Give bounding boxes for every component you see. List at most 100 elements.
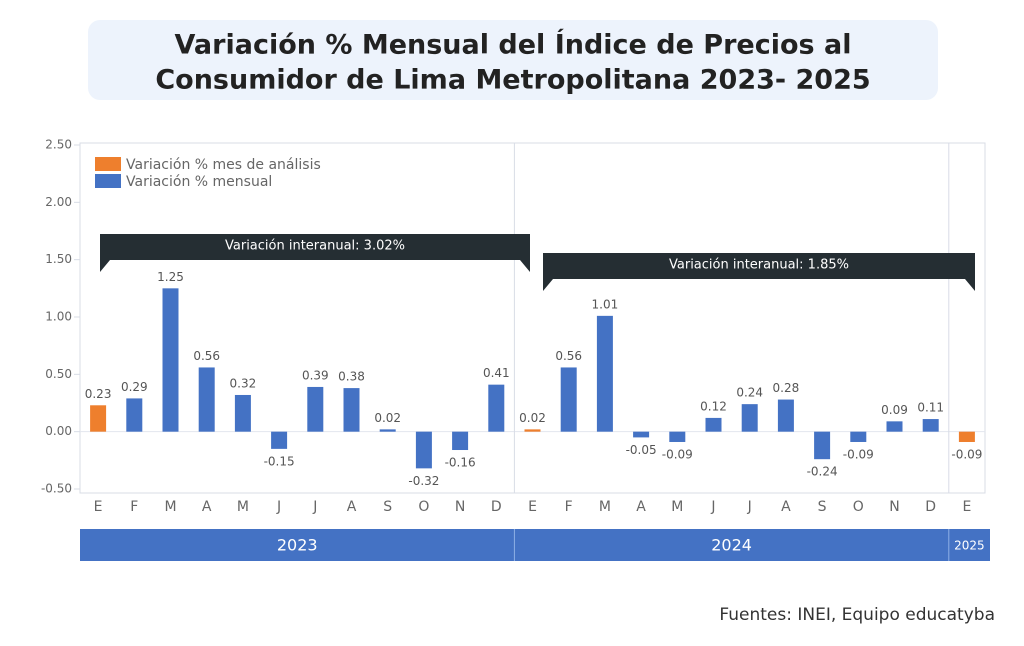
- value-label: -0.32: [408, 474, 439, 488]
- x-tick-label: E: [962, 499, 971, 515]
- bar: [452, 431, 469, 451]
- value-label: 0.38: [338, 370, 365, 384]
- x-tick-label: E: [528, 499, 537, 515]
- source: Fuentes: INEI, Equipo educatyba: [719, 605, 995, 625]
- bar: [343, 388, 360, 432]
- value-label: 0.12: [700, 399, 727, 413]
- x-tick-label: S: [818, 499, 827, 515]
- y-tick-label: 2.50: [45, 138, 72, 152]
- x-tick-label: M: [164, 499, 176, 515]
- bar: [850, 431, 867, 442]
- value-label: 0.09: [881, 403, 908, 417]
- value-label: 0.28: [773, 381, 800, 395]
- value-label: 0.02: [519, 411, 546, 425]
- bar: [524, 429, 541, 432]
- x-tick-label: A: [202, 499, 212, 515]
- legend-label: Variación % mensual: [126, 174, 272, 190]
- x-tick-label: M: [671, 499, 683, 515]
- value-label: 0.29: [121, 380, 148, 394]
- value-label: -0.09: [843, 447, 874, 461]
- bar: [814, 431, 831, 460]
- legend-label: Variación % mes de análisis: [126, 157, 321, 173]
- bar: [488, 384, 505, 432]
- bar: [633, 431, 650, 438]
- bar: [162, 288, 179, 432]
- year-label: 2024: [711, 536, 752, 555]
- x-tick-label: M: [237, 499, 249, 515]
- annotation-bracket: [543, 253, 975, 291]
- x-tick-label: D: [925, 499, 936, 515]
- x-tick-label: A: [781, 499, 791, 515]
- bar: [198, 367, 215, 432]
- x-tick-label: E: [94, 499, 103, 515]
- x-tick-label: A: [347, 499, 357, 515]
- x-tick-label: N: [455, 499, 465, 515]
- year-band: [80, 529, 515, 561]
- y-tick-label: 1.00: [45, 310, 72, 324]
- x-tick-label: M: [599, 499, 611, 515]
- legend-swatch: [95, 157, 121, 171]
- annotation: Variación interanual: 1.85%: [669, 258, 849, 273]
- value-label: 0.39: [302, 368, 329, 382]
- legend-swatch: [95, 174, 121, 188]
- value-label: 0.11: [917, 401, 944, 415]
- annotation: Variación interanual: 3.02%: [225, 239, 405, 254]
- value-label: -0.16: [445, 456, 476, 470]
- year-label: 2023: [277, 536, 318, 555]
- bar: [958, 431, 975, 442]
- x-tick-label: J: [710, 499, 715, 515]
- plot-frame: [79, 142, 986, 494]
- y-tick-label: 1.50: [45, 252, 72, 266]
- value-label: 0.23: [85, 387, 112, 401]
- x-tick-label: N: [889, 499, 899, 515]
- title-box: [88, 20, 938, 100]
- bar: [777, 399, 794, 432]
- bar: [307, 386, 324, 432]
- value-label: -0.24: [807, 465, 838, 479]
- bar: [90, 405, 107, 432]
- bar: [415, 431, 432, 469]
- y-tick-label: 0.50: [45, 367, 72, 381]
- value-label: 1.01: [592, 297, 619, 311]
- value-label: -0.05: [626, 443, 657, 457]
- value-label: 0.56: [555, 349, 582, 363]
- x-tick-label: O: [853, 499, 864, 515]
- bar: [886, 421, 903, 432]
- y-tick-label: -0.50: [41, 482, 72, 496]
- value-label: 0.24: [736, 386, 763, 400]
- x-tick-label: J: [276, 499, 281, 515]
- x-tick-label: F: [130, 499, 138, 515]
- bar: [234, 394, 251, 432]
- bar: [271, 431, 288, 449]
- bar: [741, 404, 758, 432]
- x-tick-label: F: [565, 499, 573, 515]
- x-tick-label: D: [491, 499, 502, 515]
- value-label: 1.25: [157, 270, 184, 284]
- bar: [560, 367, 577, 432]
- bar: [922, 419, 939, 432]
- year-band: [514, 529, 949, 561]
- year-band: [948, 529, 990, 561]
- y-tick-label: 0.00: [45, 424, 72, 438]
- bar: [596, 315, 613, 432]
- value-label: 0.32: [230, 376, 257, 390]
- annotation-bracket: [100, 234, 530, 272]
- value-label: -0.09: [662, 447, 693, 461]
- bar: [379, 429, 396, 432]
- value-label: 0.56: [193, 349, 220, 363]
- y-tick-label: 2.00: [45, 195, 72, 209]
- x-tick-label: S: [383, 499, 392, 515]
- value-label: 0.02: [374, 411, 401, 425]
- x-tick-label: O: [418, 499, 429, 515]
- year-label: 2025: [954, 539, 985, 553]
- bar: [705, 417, 722, 432]
- value-label: -0.09: [951, 447, 982, 461]
- chart-title: Variación % Mensual del Índice de Precio…: [175, 29, 852, 61]
- x-tick-label: J: [747, 499, 752, 515]
- bar: [669, 431, 686, 442]
- x-tick-label: J: [312, 499, 317, 515]
- value-label: -0.15: [264, 454, 295, 468]
- chart-title: Consumidor de Lima Metropolitana 2023- 2…: [155, 65, 870, 96]
